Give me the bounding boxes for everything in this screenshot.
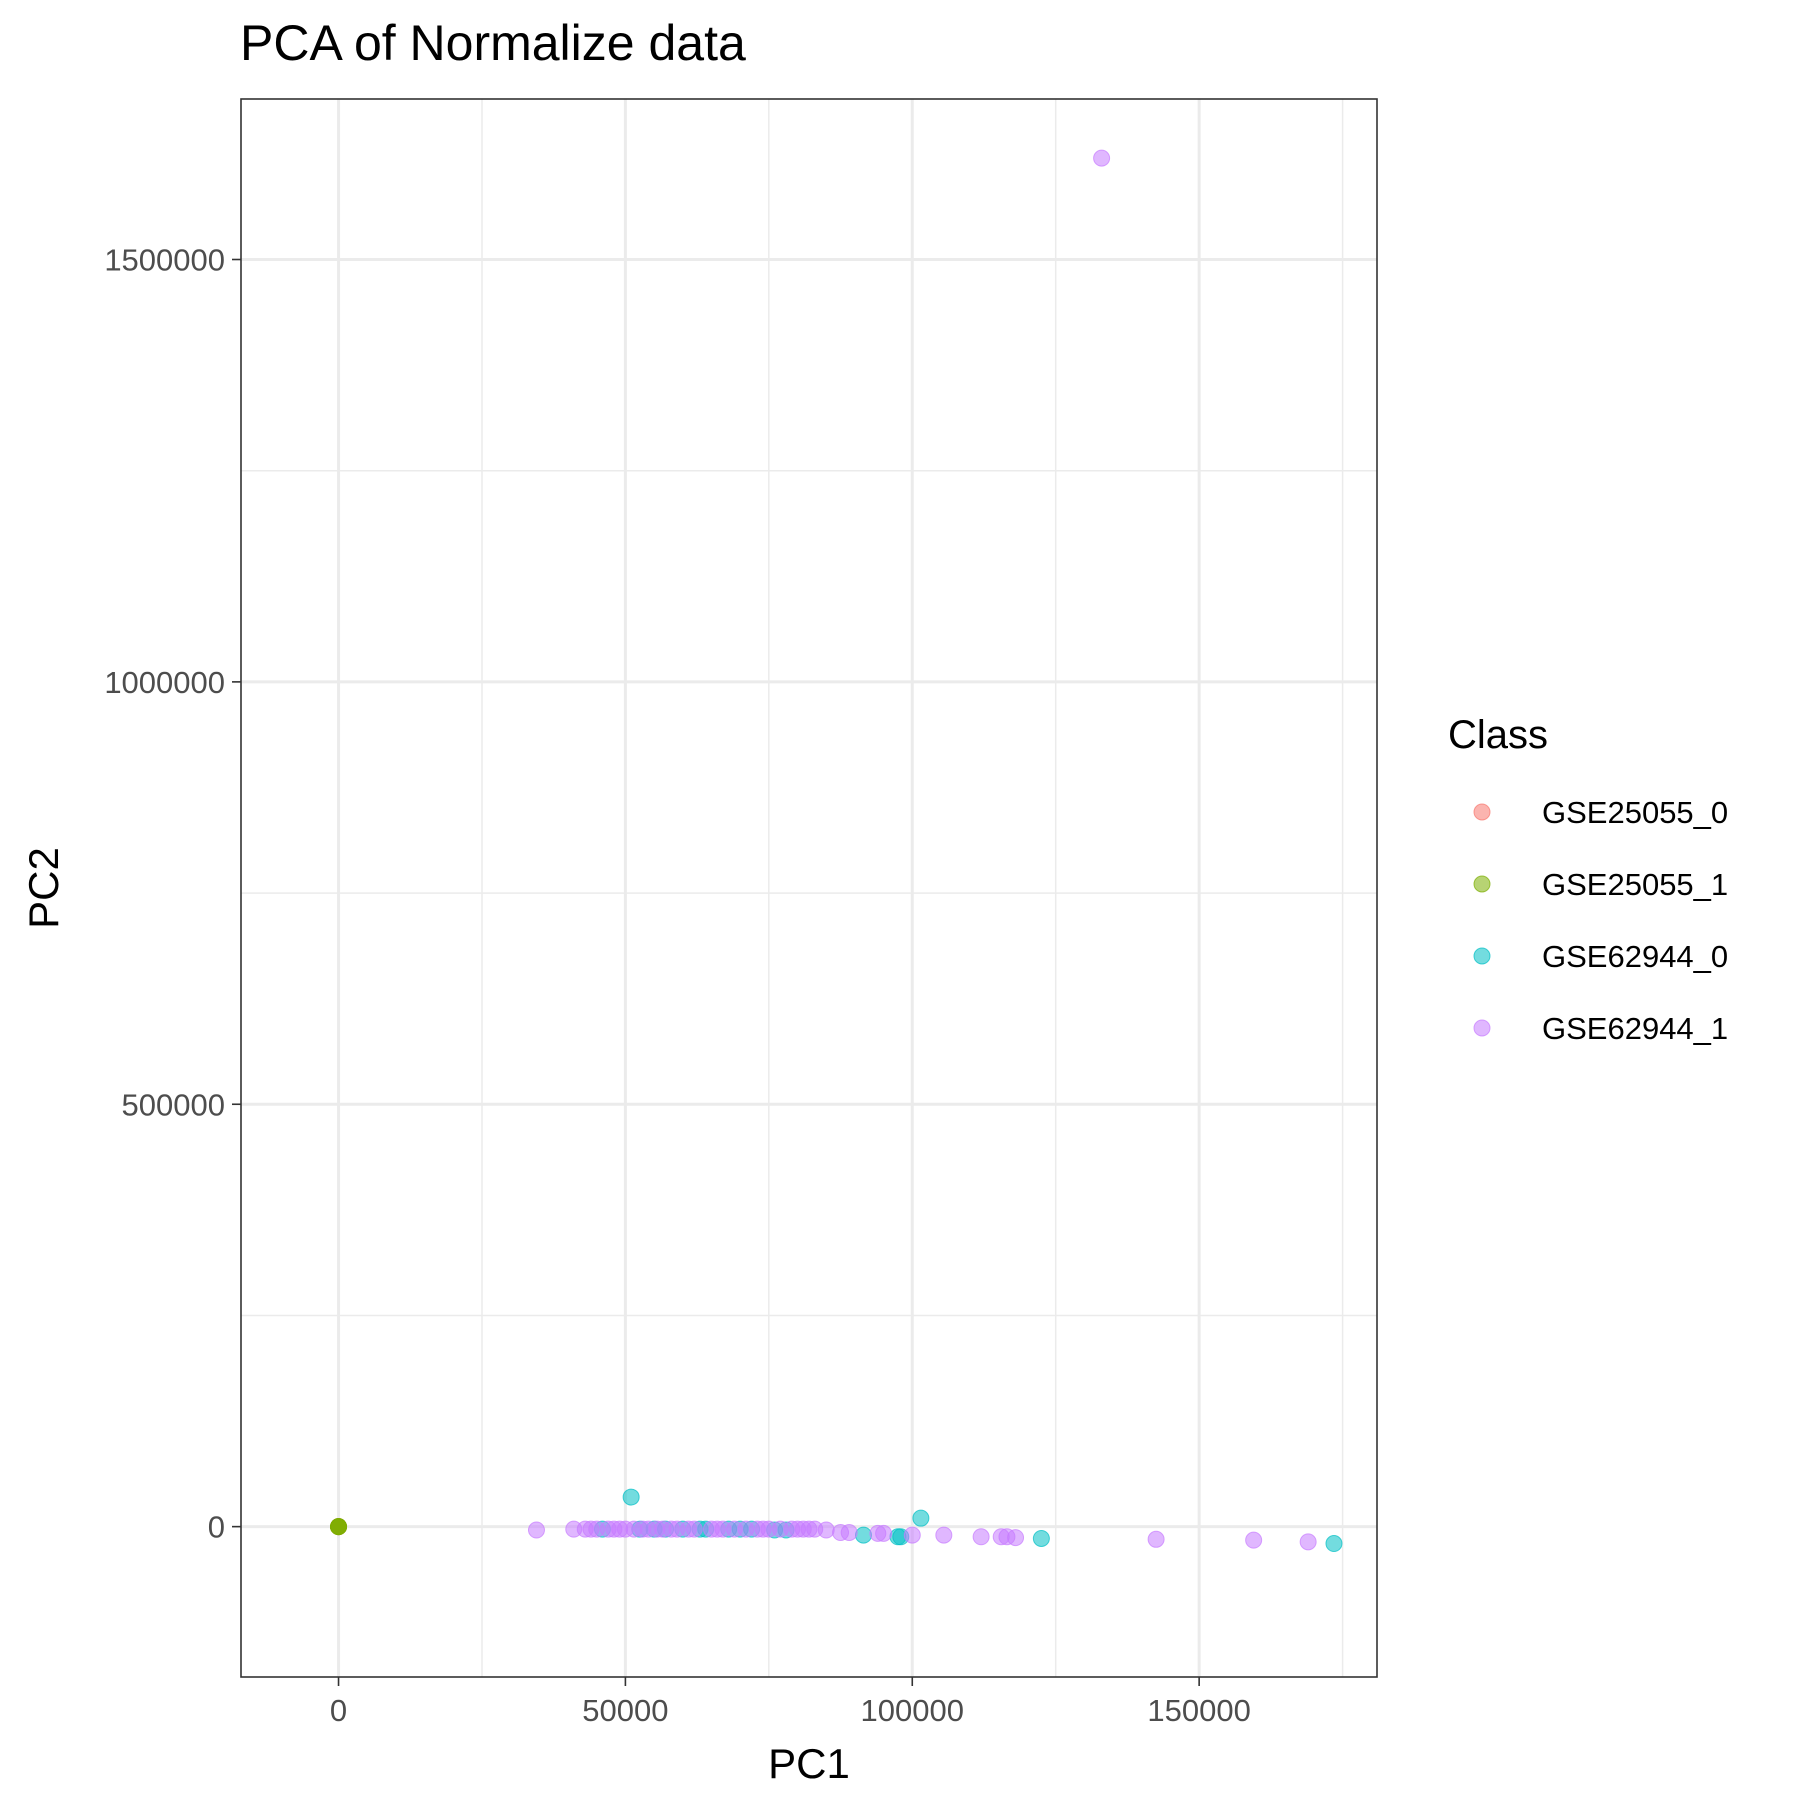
data-point	[1093, 149, 1111, 167]
legend-item: GSE62944_0	[1473, 939, 1728, 974]
data-point	[622, 1488, 640, 1506]
legend-key	[1473, 947, 1491, 965]
data-point	[935, 1526, 953, 1544]
series-gse62944-1	[527, 149, 1317, 1551]
y-axis: 0 500000 1000000 1500000	[104, 243, 241, 1545]
legend-label: GSE62944_0	[1542, 939, 1728, 974]
data-point	[527, 1521, 545, 1539]
data-point	[875, 1524, 893, 1542]
legend-key	[1473, 803, 1491, 821]
y-tick-label: 1000000	[104, 665, 225, 700]
data-point	[685, 1520, 703, 1538]
data-point	[1245, 1531, 1263, 1549]
legend-label: GSE25055_0	[1542, 795, 1728, 830]
x-tick-label: 150000	[1147, 1693, 1250, 1728]
data-point	[817, 1521, 835, 1539]
x-tick-label: 0	[330, 1693, 347, 1728]
legend-item: GSE25055_0	[1473, 795, 1728, 830]
legend-item: GSE25055_1	[1473, 867, 1728, 902]
data-point	[1299, 1533, 1317, 1551]
x-axis-title: PC1	[768, 1740, 850, 1787]
data-points	[330, 149, 1343, 1553]
y-tick-label: 500000	[122, 1087, 225, 1122]
chart-title: PCA of Normalize data	[240, 15, 746, 71]
data-point	[912, 1509, 930, 1527]
y-tick-label: 1500000	[104, 243, 225, 278]
legend: Class GSE25055_0 GSE25055_1 GSE62944_0 GSE6…	[1448, 713, 1728, 1046]
y-tick-label: 0	[208, 1510, 225, 1545]
legend-title: Class	[1448, 713, 1548, 757]
y-axis-title: PC2	[20, 847, 67, 929]
legend-key	[1473, 1019, 1491, 1037]
x-axis: 0 50000 100000 150000	[330, 1677, 1251, 1728]
data-point	[972, 1528, 990, 1546]
data-point	[855, 1526, 873, 1544]
data-point	[903, 1526, 921, 1544]
data-point	[1147, 1530, 1165, 1548]
legend-label: GSE25055_1	[1542, 867, 1728, 902]
data-point	[1007, 1529, 1025, 1547]
data-point	[330, 1518, 348, 1536]
data-point	[1032, 1529, 1050, 1547]
data-point	[1325, 1535, 1343, 1553]
series-gse25055-1	[330, 1518, 348, 1536]
data-point	[840, 1524, 858, 1542]
legend-key	[1473, 875, 1491, 893]
legend-label: GSE62944_1	[1542, 1011, 1728, 1046]
legend-item: GSE62944_1	[1473, 1011, 1728, 1046]
x-tick-label: 50000	[582, 1693, 668, 1728]
plot-background	[241, 99, 1377, 1677]
grid-lines	[241, 99, 1377, 1677]
plot-panel-border	[240, 98, 1378, 1678]
x-tick-label: 100000	[861, 1693, 964, 1728]
